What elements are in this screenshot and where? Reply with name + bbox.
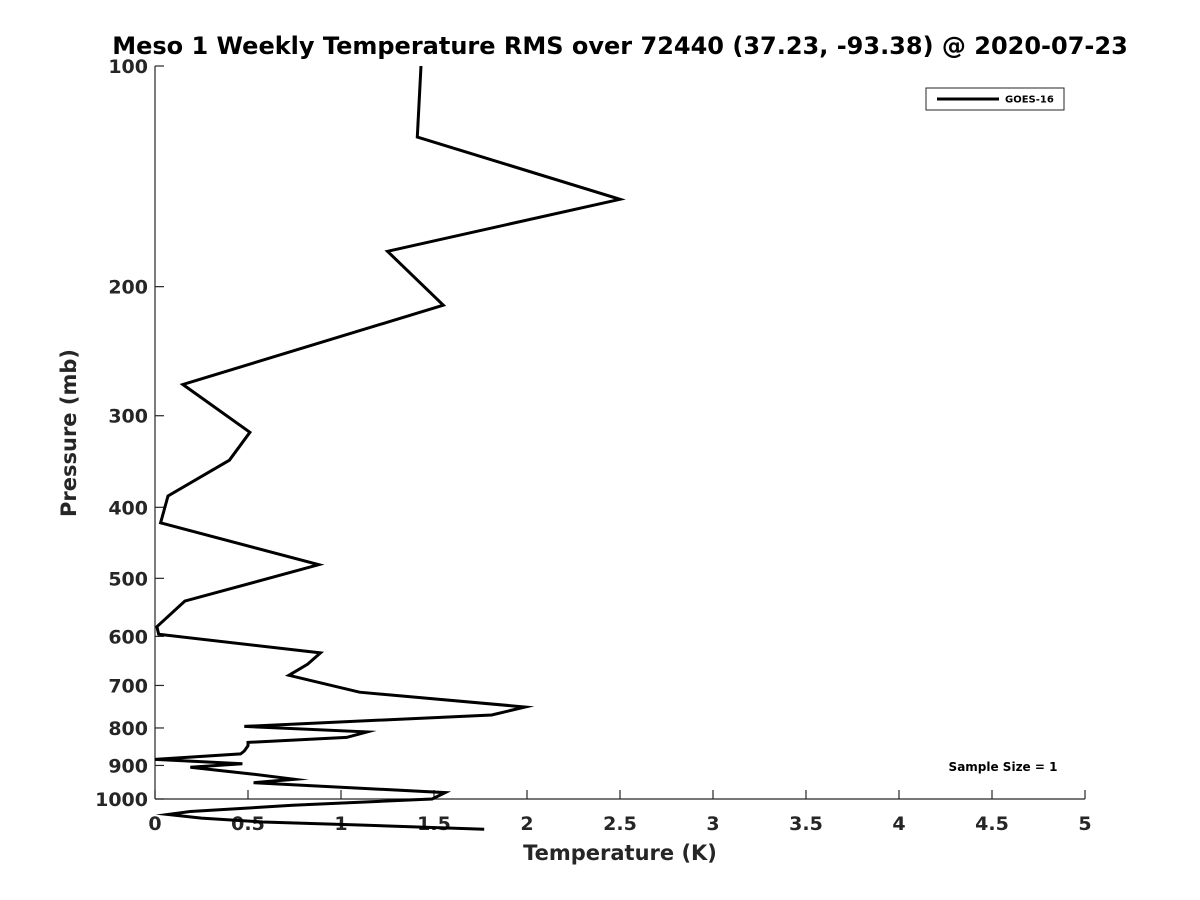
series-line-goes-16	[154, 65, 626, 831]
y-ticks: 100 200 300 400 500 600 700 800 900 1000	[95, 56, 164, 811]
y-tick-label: 400	[108, 497, 148, 519]
x-tick-label: 0	[148, 813, 161, 835]
series-layer	[154, 65, 626, 831]
x-tick-label: 3.5	[789, 813, 823, 835]
x-tick-label: 2	[520, 813, 533, 835]
x-tick-label: 2.5	[603, 813, 637, 835]
y-tick-label: 600	[108, 626, 148, 648]
legend: GOES-16	[925, 87, 1065, 111]
x-axis-label: Temperature (K)	[523, 841, 717, 865]
y-tick-label: 300	[108, 406, 148, 428]
y-tick-label: 1000	[95, 789, 148, 811]
y-tick-label: 900	[108, 755, 148, 777]
y-axis-label: Pressure (mb)	[57, 349, 81, 517]
axes	[154, 66, 1085, 800]
y-tick-label: 100	[108, 56, 148, 78]
x-tick-label: 4	[892, 813, 905, 835]
y-tick-label: 200	[108, 277, 148, 299]
sample-size-annotation: Sample Size = 1	[949, 760, 1058, 774]
x-tick-label: 1.5	[417, 813, 451, 835]
x-tick-label: 5	[1078, 813, 1091, 835]
chart-title: Meso 1 Weekly Temperature RMS over 72440…	[112, 32, 1128, 60]
legend-entry-goes-16: GOES-16	[1005, 95, 1054, 106]
x-ticks: 0 0.5 1 1.5 2 2.5 3 3.5 4 4.5 5	[148, 790, 1092, 835]
y-tick-label: 800	[108, 718, 148, 740]
y-tick-label: 700	[108, 675, 148, 697]
x-tick-label: 4.5	[975, 813, 1009, 835]
x-tick-label: 0.5	[231, 813, 265, 835]
x-tick-label: 3	[706, 813, 719, 835]
y-tick-label: 500	[108, 568, 148, 590]
